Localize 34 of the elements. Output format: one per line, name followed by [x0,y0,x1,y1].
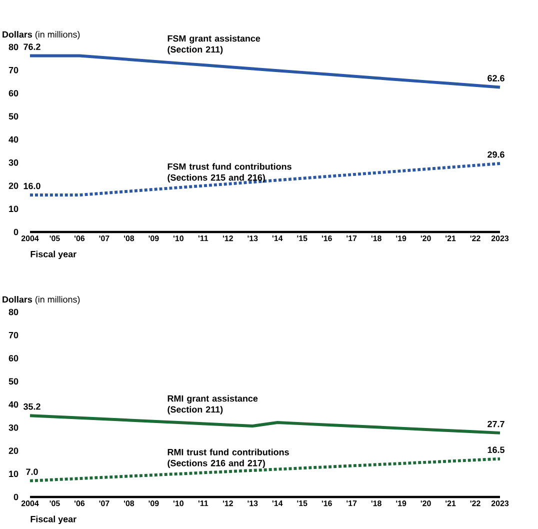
y-tick-label: 30 [8,159,18,166]
data-label: 16.0 [24,182,40,190]
data-label: 76.2 [24,44,40,50]
x-axis-title: Fiscal year [30,250,76,260]
y-tick-label: 40 [8,136,18,143]
y-tick-label: 20 [8,448,18,454]
x-axis-title: Fiscal year [30,516,76,524]
y-axis-title: Dollars (in millions) [2,296,80,304]
series-label: FSM trust fund contributions (Sections 215 and 216) [168,163,292,182]
y-tick-label: 0 [14,494,18,500]
data-label: 16.5 [488,446,504,454]
y-tick-label: 0 [14,228,18,236]
y-tick-label: 30 [8,424,18,431]
y-tick-label: 70 [8,66,18,74]
y-tick-label: 60 [8,90,18,96]
series-label: RMI grant assistance (Section 211) [168,395,258,414]
data-label: 29.6 [488,151,504,158]
y-tick-label: 70 [8,332,18,338]
y-tick-label: 10 [9,206,18,212]
data-label: 35.2 [23,403,40,410]
y-tick-label: 40 [8,401,18,408]
data-label: 7.0 [26,468,38,475]
series-label: FSM grant assistance (Section 211) [168,35,260,54]
y-tick-label: 60 [8,355,18,362]
y-tick-label: 50 [8,113,18,120]
y-tick-label: 80 [8,308,18,316]
y-tick-label: 20 [8,182,18,189]
y-tick-label: 10 [9,470,18,478]
data-label: 62.6 [488,75,504,82]
y-tick-label: 50 [8,378,18,385]
data-label: 27.7 [488,420,504,428]
y-tick-label: 80 [8,44,18,50]
y-axis-title: Dollars (in millions) [2,31,80,40]
series-label: RMI trust fund contributions (Sections 216 and 217) [168,448,289,468]
